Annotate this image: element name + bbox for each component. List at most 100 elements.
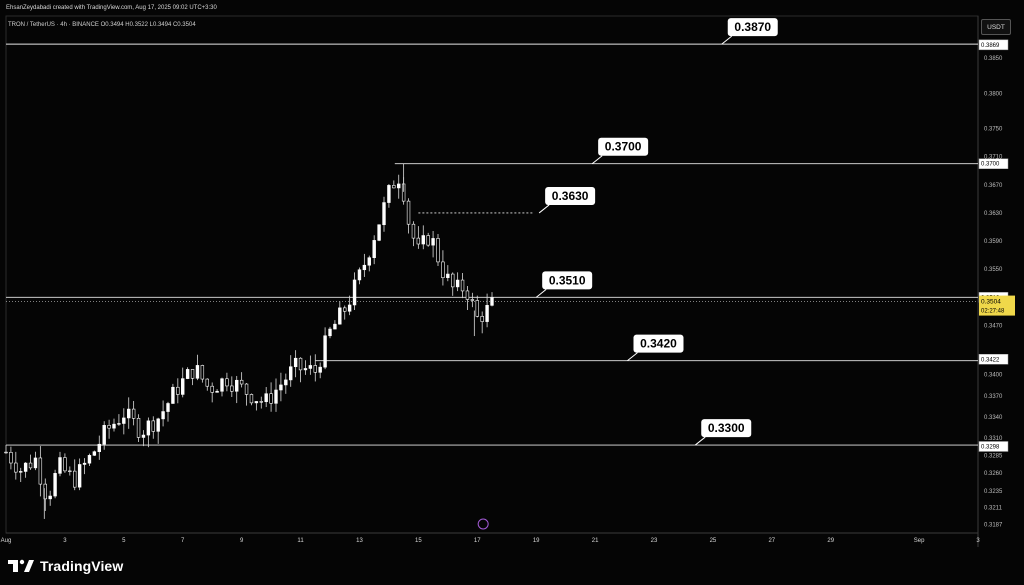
candle-body	[460, 279, 465, 292]
x-tick-label: 27	[768, 538, 775, 544]
y-tick-label: 0.3310	[984, 436, 1003, 442]
candle-body	[122, 417, 126, 424]
candle-body	[279, 384, 283, 391]
candle-body	[239, 379, 244, 385]
candle-body	[333, 323, 337, 330]
candle-body	[73, 470, 77, 488]
candle-body	[259, 401, 263, 403]
y-tick-label: 0.3710	[984, 155, 1003, 161]
y-tick-label: 0.3670	[984, 183, 1003, 189]
x-tick-label: Aug	[1, 538, 12, 544]
level-callout-label: 0.3870	[734, 20, 771, 34]
candle-body	[421, 235, 425, 245]
y-tick-label: 0.3211	[984, 506, 1003, 512]
candle-body	[446, 273, 450, 278]
candle-body	[362, 264, 367, 271]
candle-body	[382, 202, 386, 226]
candle-body	[377, 224, 381, 241]
candle-body	[63, 457, 67, 472]
level-callout-label: 0.3700	[605, 140, 642, 154]
x-tick-label: 17	[474, 538, 481, 544]
level-callout-label: 0.3420	[640, 337, 677, 351]
candle-body	[210, 385, 214, 393]
candle-body	[14, 462, 18, 473]
candle-body	[19, 471, 23, 473]
candle-body	[235, 379, 239, 392]
candle-body	[441, 261, 445, 278]
candle-body	[357, 269, 362, 281]
candle-body	[185, 369, 190, 379]
candle-body	[451, 273, 455, 288]
candle-body	[146, 420, 151, 436]
candle-body	[215, 390, 219, 393]
candle-body	[318, 366, 322, 373]
candle-body	[136, 418, 141, 438]
candle-body	[480, 315, 484, 322]
candle-body	[406, 200, 411, 225]
candle-body	[23, 462, 28, 472]
y-tick-label: 0.3187	[984, 523, 1003, 529]
candle-body	[102, 425, 106, 445]
y-tick-label: 0.3550	[984, 267, 1003, 273]
callout-pointer	[535, 288, 547, 298]
candle-body	[205, 378, 209, 387]
level-callout-label: 0.3300	[708, 421, 745, 435]
x-tick-label: 5	[122, 538, 126, 544]
candle-body	[171, 386, 175, 404]
candle-body	[58, 457, 62, 474]
candle-body	[293, 357, 298, 368]
price-axis-marker	[978, 39, 1009, 51]
candle-body	[352, 279, 357, 306]
level-callout-box	[545, 186, 596, 205]
candle-body	[264, 393, 268, 403]
level-callout-box	[727, 18, 778, 37]
current-price-badge	[979, 295, 1015, 316]
candle-body	[9, 451, 13, 464]
candle-body	[426, 235, 430, 246]
currency-selector[interactable]: USDT	[981, 19, 1011, 35]
candle-body	[38, 457, 43, 485]
candle-body	[274, 389, 278, 404]
x-tick-label: 13	[356, 538, 363, 544]
x-tick-label: 21	[592, 538, 599, 544]
level-callout-box	[598, 137, 649, 156]
candle-body	[127, 408, 131, 419]
candle-body	[176, 386, 180, 395]
candle-body	[465, 290, 470, 300]
candle-body	[161, 411, 165, 420]
candle-body	[48, 495, 52, 500]
tradingview-brand[interactable]: TradingView	[8, 558, 123, 574]
candle-body	[33, 457, 38, 469]
candle-body	[298, 357, 303, 371]
x-tick-label: 23	[651, 538, 658, 544]
candle-body	[92, 451, 97, 456]
candle-body	[244, 383, 249, 395]
level-callout-box	[542, 271, 593, 290]
callout-pointer	[538, 204, 550, 214]
candle-body	[68, 470, 72, 472]
symbol-ohlc-legend[interactable]: TRON / TetherUS · 4h · BINANCE O0.3494 H…	[8, 22, 196, 28]
candle-body	[190, 369, 195, 379]
price-axis-marker-label: 0.3298	[981, 444, 1000, 450]
candle-body	[77, 464, 82, 488]
y-tick-label: 0.3630	[984, 211, 1003, 217]
candle-body	[392, 185, 396, 189]
candle-body	[200, 365, 205, 380]
brand-name: TradingView	[40, 558, 124, 574]
candle-body	[475, 300, 479, 317]
candle-body	[141, 434, 146, 438]
y-tick-label: 0.3400	[984, 373, 1003, 379]
candle-body	[4, 451, 8, 454]
callout-pointer	[721, 35, 733, 45]
candle-body	[372, 240, 376, 259]
candle-body	[151, 420, 155, 432]
candle-body	[230, 385, 234, 392]
price-axis-marker	[978, 158, 1009, 169]
tradingview-logo-icon	[8, 559, 34, 572]
level-callout-label: 0.3630	[552, 189, 589, 203]
candle-body	[43, 483, 47, 500]
candle-body	[269, 393, 273, 404]
x-tick-label: 25	[710, 538, 717, 544]
